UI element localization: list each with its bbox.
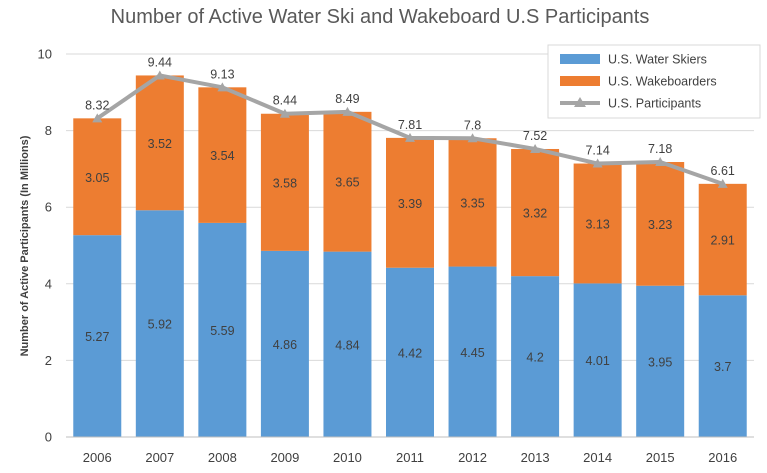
bar-water-skiers	[386, 267, 434, 437]
participants-point	[154, 70, 165, 80]
participants-point	[592, 158, 603, 168]
x-tick-label: 2007	[145, 450, 174, 465]
participants-value-label: 9.13	[210, 67, 234, 81]
bar-value-label: 3.05	[85, 171, 109, 185]
bar-water-skiers	[573, 283, 622, 437]
bar-wakeboarders	[73, 118, 122, 236]
x-tick-label: 2009	[270, 450, 299, 465]
x-tick-label: 2010	[333, 450, 362, 465]
participants-point	[217, 82, 228, 92]
legend-swatch	[560, 54, 600, 64]
bar-value-label: 3.35	[460, 196, 484, 210]
bar-water-skiers	[135, 210, 184, 437]
bar-wakeboarders	[135, 75, 184, 211]
x-tick-label: 2012	[458, 450, 487, 465]
bar-value-label: 5.92	[148, 318, 172, 332]
legend-swatch	[560, 76, 600, 86]
axes: 0 2 4 6 8 10 2006 2007 2008 2009 2010 2011 2012 2013 2…	[38, 47, 754, 465]
participants-value-label: 7.81	[398, 118, 422, 132]
legend-label: U.S. Wakeboarders	[608, 75, 717, 89]
legend-label: U.S. Participants	[608, 97, 701, 111]
participants-value-label: 6.61	[711, 164, 735, 178]
bar-value-label: 3.52	[148, 137, 172, 151]
bar-wakeboarders	[386, 137, 434, 268]
participants-point	[717, 178, 728, 188]
bar-value-label: 4.45	[460, 346, 484, 360]
bar-value-label: 3.7	[714, 360, 731, 374]
participants-value-label: 8.49	[335, 92, 359, 106]
bar-water-skiers	[511, 276, 560, 437]
data-labels: 5.27 5.92 5.59 4.86 4.84 4.42 4.45 4.2 4.01 3.95 3…	[85, 55, 735, 374]
legend: U.S. Water Skiers U.S. Wakeboarders U.S. P…	[547, 44, 761, 119]
participants-point	[530, 143, 541, 153]
bar-wakeboarders	[448, 138, 497, 267]
x-tick-label: 2015	[646, 450, 675, 465]
participants-value-label: 7.52	[523, 129, 547, 143]
bar-water-skiers	[73, 235, 122, 437]
participants-point	[92, 113, 103, 123]
participants-point	[342, 106, 353, 116]
chart-title: Number of Active Water Ski and Wakeboard…	[111, 6, 650, 28]
bar-wakeboarders	[573, 163, 622, 284]
bar-value-label: 3.95	[648, 355, 672, 369]
bar-value-label: 5.59	[210, 324, 234, 338]
participants-point	[405, 132, 415, 142]
y-axis-title: Number of Active Participants (In Millio…	[19, 135, 31, 356]
legend-marker	[574, 97, 586, 107]
x-tick-label: 2016	[708, 450, 737, 465]
x-tick-label: 2006	[83, 450, 112, 465]
bar-water-skiers	[198, 222, 247, 437]
bar-wakeboarders	[260, 113, 309, 251]
bar-value-label: 3.13	[585, 217, 609, 231]
participants-value-label: 8.44	[273, 94, 297, 108]
bar-wakeboarders	[698, 183, 747, 296]
bar-value-label: 3.54	[210, 149, 234, 163]
bar-value-label: 3.23	[648, 218, 672, 232]
bars	[73, 75, 747, 437]
participants-point	[279, 108, 290, 118]
bar-water-skiers	[323, 251, 372, 437]
bar-wakeboarders	[511, 148, 560, 277]
bar-value-label: 4.84	[335, 338, 359, 352]
participants-value-label: 9.44	[148, 55, 172, 69]
bar-water-skiers	[636, 285, 685, 437]
participants-point	[655, 157, 666, 167]
bar-value-label: 4.2	[526, 351, 543, 365]
y-tick-label: 0	[45, 430, 52, 445]
legend-label: U.S. Water Skiers	[608, 53, 707, 67]
bar-value-label: 4.42	[398, 346, 422, 360]
bar-value-label: 5.27	[85, 330, 109, 344]
bar-value-label: 3.32	[523, 207, 547, 221]
bar-wakeboarders	[636, 162, 685, 286]
bar-wakeboarders	[198, 87, 247, 223]
y-tick-label: 6	[45, 200, 52, 215]
participants-value-label: 7.14	[585, 144, 609, 158]
bar-value-label: 4.86	[273, 338, 297, 352]
x-tick-label: 2014	[583, 450, 612, 465]
bar-water-skiers	[448, 266, 497, 437]
participants-value-label: 7.18	[648, 142, 672, 156]
bar-wakeboarders	[323, 111, 372, 252]
bar-water-skiers	[260, 250, 309, 437]
bar-value-label: 3.58	[273, 176, 297, 190]
x-tick-label: 2008	[208, 450, 237, 465]
bar-value-label: 4.01	[585, 354, 609, 368]
y-tick-label: 10	[38, 47, 52, 62]
y-tick-label: 4	[45, 276, 52, 291]
y-tick-label: 8	[45, 123, 52, 138]
x-tick-label: 2011	[396, 450, 424, 465]
y-tick-label: 2	[45, 353, 52, 368]
participants-point	[467, 133, 478, 143]
x-tick-label: 2013	[521, 450, 550, 465]
bar-value-label: 3.65	[335, 176, 359, 190]
participants-line	[92, 70, 728, 188]
bar-water-skiers	[698, 295, 747, 437]
bar-value-label: 3.39	[398, 197, 422, 211]
bar-value-label: 2.91	[711, 234, 735, 248]
participants-value-label: 7.8	[464, 118, 481, 132]
participants-value-label: 8.32	[85, 98, 109, 112]
